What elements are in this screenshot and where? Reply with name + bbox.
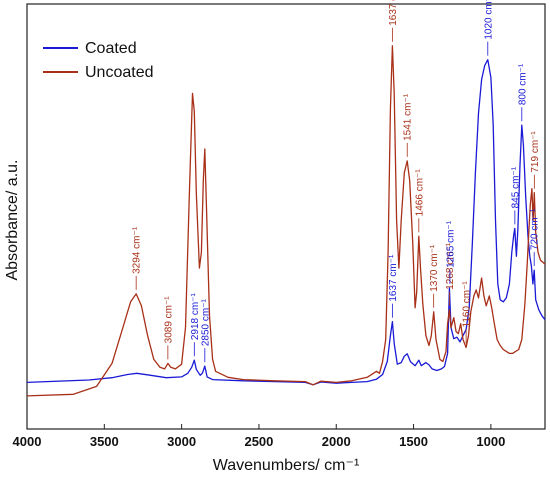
- peak-annotation: 1637 cm⁻¹: [388, 254, 399, 302]
- legend-label-uncoated: Uncoated: [85, 64, 154, 81]
- peak-annotation: 1466 cm⁻¹: [414, 169, 425, 217]
- x-tick-label: 2000: [322, 434, 351, 449]
- peak-annotation: 2850 cm⁻¹: [200, 299, 211, 347]
- peak-annotation: 800 cm⁻¹: [517, 63, 528, 105]
- peak-annotation: 845 cm⁻¹: [510, 166, 521, 208]
- series-layer: [26, 45, 546, 397]
- x-tick-label: 2500: [244, 434, 273, 449]
- x-tick-label: 1000: [476, 434, 505, 449]
- x-axis-title: Wavenumbers/ cm⁻¹: [213, 457, 360, 474]
- annotation-layer: 3294 cm⁻¹ 3089 cm⁻¹ 2918 cm⁻¹ 2850 cm⁻¹ 1637…: [132, 0, 541, 363]
- series-line-coated: [26, 59, 546, 386]
- peak-annotation: 3294 cm⁻¹: [132, 226, 143, 274]
- peak-annotation: 1265 cm⁻¹: [445, 220, 456, 268]
- x-tick-label: 4000: [13, 434, 42, 449]
- peak-annotation: 3089 cm⁻¹: [163, 296, 174, 344]
- peak-annotation: 1637 cm⁻¹: [388, 0, 399, 26]
- peak-annotation: 1541 cm⁻¹: [403, 93, 414, 141]
- peak-annotation: 719 cm⁻¹: [530, 131, 541, 173]
- legend: Coated Uncoated: [43, 40, 154, 81]
- peak-annotation: 1268 cm⁻¹: [445, 242, 456, 290]
- peak-annotation: 720 cm⁻¹: [530, 208, 541, 250]
- peak-annotation: 1020 cm⁻¹: [483, 0, 494, 40]
- x-tick-label: 3000: [167, 434, 196, 449]
- x-tick-label: 1500: [399, 434, 428, 449]
- peak-annotation: 1370 cm⁻¹: [429, 244, 440, 292]
- peak-annotation: 1160 cm⁻¹: [462, 281, 473, 328]
- series-line-uncoated: [26, 45, 546, 397]
- peak-annotation: 2918 cm⁻¹: [190, 293, 201, 341]
- x-axis-ticks: 4000 3500 3000 2500 2000 1500 1000: [13, 424, 505, 449]
- y-axis-title: Absorbance/ a.u.: [4, 160, 21, 281]
- legend-label-coated: Coated: [85, 40, 137, 57]
- x-tick-label: 3500: [90, 434, 119, 449]
